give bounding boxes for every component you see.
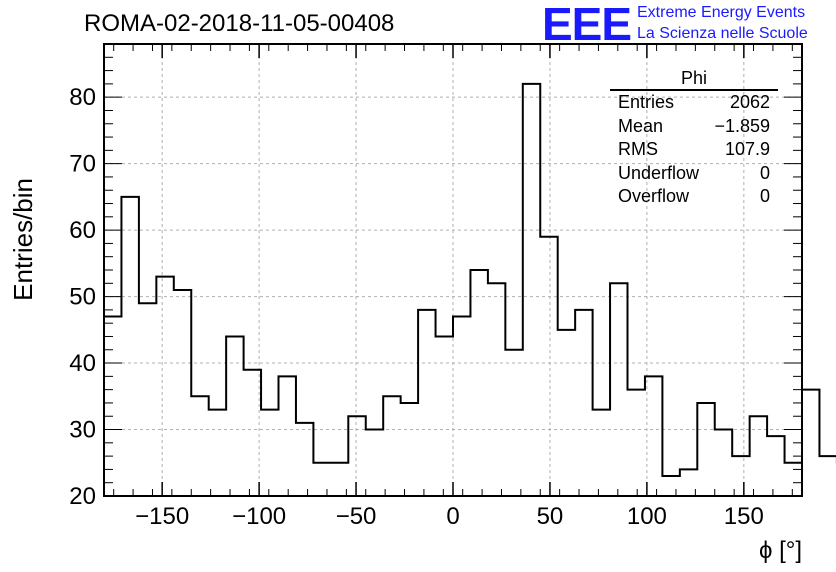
stats-label: Entries (618, 92, 675, 112)
eee-logo: EEE (542, 0, 632, 50)
histogram-bin (174, 290, 191, 496)
stats-row-overflow: Overflow 0 (610, 185, 778, 209)
y-tick-label: 60 (69, 217, 96, 244)
histogram-bin (436, 336, 453, 496)
histogram-bin (593, 410, 610, 496)
y-tick-label: 30 (69, 417, 96, 444)
stats-row-mean: Mean −1.859 (610, 115, 778, 139)
y-tick-label: 80 (69, 84, 96, 111)
histogram-bin (191, 396, 208, 496)
stats-row-rms: RMS 107.9 (610, 138, 778, 162)
histogram-bin (785, 463, 802, 496)
y-tick-label: 50 (69, 284, 96, 311)
y-axis-label: Entries/bin (8, 178, 38, 301)
y-tick-label: 40 (69, 350, 96, 377)
histogram-bin (697, 403, 714, 496)
histogram-bin (558, 330, 575, 496)
histogram-bin (156, 277, 173, 496)
histogram-bin (331, 463, 348, 496)
logo-caption-line-1: Extreme Energy Events (637, 4, 806, 21)
histogram-bin (680, 469, 697, 496)
x-tick-label: −100 (232, 503, 286, 530)
y-tick-label: 70 (69, 151, 96, 178)
stats-value: 107.9 (724, 139, 770, 159)
histogram-bin (453, 317, 470, 496)
x-axis-label: ϕ [°] (759, 537, 802, 564)
histogram-bin (348, 416, 365, 496)
x-tick-label: −50 (336, 503, 377, 530)
histogram-bin (610, 283, 627, 496)
stats-label: Overflow (618, 186, 690, 206)
histogram-bin (767, 436, 784, 496)
stats-label: RMS (618, 139, 658, 159)
stats-label: Mean (618, 115, 664, 136)
histogram-bin (209, 410, 226, 496)
stats-label: Underflow (618, 162, 700, 183)
stats-value: −1.859 (714, 115, 770, 136)
histogram-bin (628, 390, 645, 496)
x-tick-label: 0 (446, 503, 459, 530)
histogram-bin (383, 396, 400, 496)
axis-ticks (104, 43, 802, 497)
histogram-bin (279, 376, 296, 496)
histogram-bin (121, 197, 138, 496)
histogram-bin (662, 476, 679, 496)
logo-caption-line-2: La Scienza nelle Scuole (637, 25, 808, 42)
histogram-bin (732, 456, 749, 496)
histogram-series-line (103, 82, 836, 496)
histogram-bin (244, 370, 261, 496)
histogram-bin (750, 416, 767, 496)
stats-box-title: Phi (610, 68, 778, 91)
stats-value: 2062 (729, 92, 770, 112)
statistics-box: Phi Entries 2062 Mean −1.859 RMS 107.9 U… (610, 68, 778, 209)
x-tick-label: 100 (627, 503, 667, 530)
histogram-bin (523, 84, 540, 496)
grid-lines (104, 44, 802, 496)
histogram-bin (401, 403, 418, 496)
histogram-bin (819, 456, 836, 496)
histogram-bin (645, 376, 662, 496)
stats-row-underflow: Underflow 0 (610, 162, 778, 186)
histogram-bin (505, 350, 522, 496)
histogram-bin (366, 430, 383, 496)
x-tick-label: 150 (724, 503, 764, 530)
histogram-bin (418, 310, 435, 496)
stats-value: 0 (759, 162, 770, 183)
histogram-bin (226, 336, 243, 496)
histogram-bin (802, 390, 819, 496)
stats-value: 0 (759, 186, 770, 206)
histogram-bin (313, 463, 330, 496)
x-tick-label: 50 (537, 503, 564, 530)
plot-title: ROMA-02-2018-11-05-00408 (84, 10, 395, 37)
histogram-bin (488, 283, 505, 496)
stats-row-entries: Entries 2062 (610, 91, 778, 115)
y-tick-label: 20 (69, 483, 96, 510)
histogram-bin (575, 310, 592, 496)
histogram-bin (715, 430, 732, 496)
histogram-bin (470, 270, 487, 496)
x-tick-label: −150 (135, 503, 189, 530)
tick-labels: −150 −100 −50 0 50 100 150 20 30 40 50 60 70 80 (69, 84, 764, 530)
histogram-bin (296, 423, 313, 496)
histogram-bin (139, 303, 156, 496)
histogram-bin (261, 410, 278, 496)
histogram-bin (540, 237, 557, 496)
